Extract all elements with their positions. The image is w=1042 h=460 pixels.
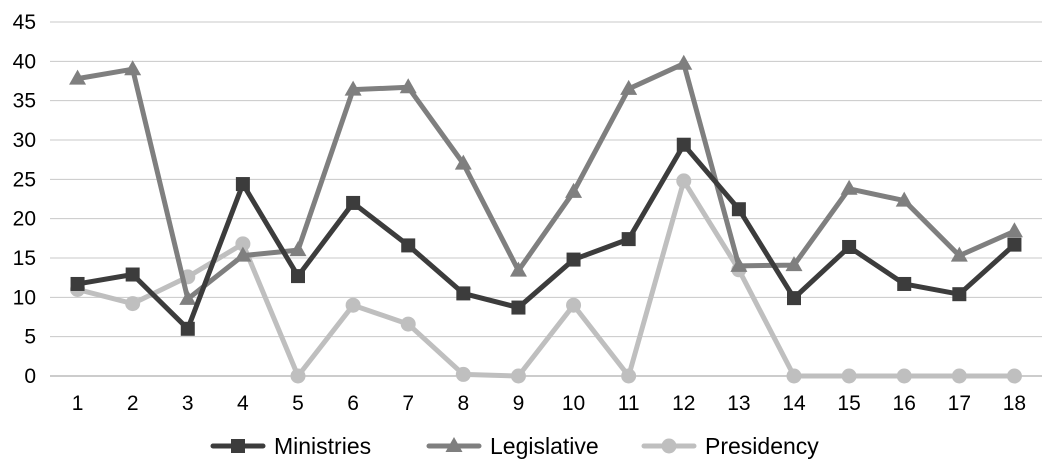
x-tick-label: 14 bbox=[782, 392, 806, 415]
data-point-triangle bbox=[730, 256, 748, 272]
x-tick-label: 6 bbox=[347, 392, 359, 415]
data-point-square bbox=[787, 291, 801, 306]
legend-label: Legislative bbox=[490, 433, 599, 459]
data-point-circle bbox=[896, 368, 912, 384]
data-point-circle bbox=[786, 368, 802, 384]
data-point-circle bbox=[951, 368, 967, 384]
y-tick-label: 35 bbox=[13, 90, 36, 113]
data-point-square bbox=[676, 137, 691, 152]
data-point-circle bbox=[676, 173, 692, 189]
y-tick-label: 15 bbox=[13, 247, 36, 270]
data-point-triangle bbox=[399, 78, 417, 94]
data-point-triangle bbox=[565, 182, 583, 198]
series-line-presidency bbox=[75, 178, 1017, 379]
data-point-circle bbox=[1006, 368, 1022, 384]
data-point-square bbox=[401, 238, 416, 253]
data-point-square bbox=[511, 300, 526, 315]
data-point-square bbox=[566, 252, 581, 267]
series-ministries bbox=[70, 137, 1022, 336]
data-point-square bbox=[897, 276, 912, 291]
legend: Ministries Legislative Presidency bbox=[210, 433, 819, 459]
data-point-square bbox=[70, 276, 85, 291]
series-lines bbox=[69, 54, 1023, 384]
legend-marker-square bbox=[231, 439, 245, 453]
x-tick-label: 16 bbox=[893, 392, 916, 415]
data-point-triangle bbox=[950, 246, 968, 262]
x-tick-label: 9 bbox=[513, 392, 525, 415]
data-point-circle bbox=[235, 236, 251, 252]
legend-item-presidency: Presidency bbox=[641, 433, 819, 459]
data-point-circle bbox=[400, 316, 416, 332]
x-tick-label: 5 bbox=[292, 392, 304, 415]
y-tick-label: 45 bbox=[13, 11, 36, 34]
x-tick-label: 15 bbox=[837, 392, 860, 415]
x-tick-label: 8 bbox=[457, 392, 469, 415]
data-point-triangle bbox=[785, 256, 803, 272]
x-tick-label: 7 bbox=[402, 392, 414, 415]
data-point-square bbox=[621, 232, 636, 247]
data-point-triangle bbox=[234, 246, 252, 262]
data-point-circle bbox=[345, 297, 361, 313]
data-point-triangle bbox=[840, 179, 858, 195]
data-point-circle bbox=[125, 296, 141, 312]
x-tick-label: 1 bbox=[72, 392, 84, 415]
data-point-triangle bbox=[509, 261, 527, 277]
data-point-circle bbox=[290, 368, 306, 384]
y-tick-label: 40 bbox=[13, 50, 36, 73]
data-point-square bbox=[125, 267, 140, 282]
data-point-square bbox=[180, 321, 195, 336]
data-point-triangle bbox=[454, 154, 472, 170]
legend-marker-triangle bbox=[445, 437, 463, 452]
series-legislative bbox=[69, 54, 1023, 305]
x-tick-label: 3 bbox=[182, 392, 194, 415]
x-tick-label: 2 bbox=[127, 392, 139, 415]
x-tick-label: 18 bbox=[1003, 392, 1026, 415]
data-point-triangle bbox=[124, 60, 142, 76]
x-tick-label: 11 bbox=[618, 392, 640, 415]
data-point-triangle bbox=[69, 69, 87, 85]
data-point-square bbox=[842, 239, 857, 254]
legend-label: Ministries bbox=[274, 433, 371, 459]
data-point-triangle bbox=[344, 80, 362, 96]
data-point-square bbox=[456, 286, 471, 301]
data-point-circle bbox=[510, 368, 526, 384]
y-tick-label: 5 bbox=[24, 326, 36, 349]
y-tick-label: 20 bbox=[13, 208, 36, 231]
x-tick-label: 17 bbox=[948, 392, 971, 415]
data-point-triangle bbox=[289, 241, 307, 257]
data-point-square bbox=[952, 287, 967, 302]
x-tick-label: 12 bbox=[672, 392, 695, 415]
legend-item-legislative: Legislative bbox=[426, 433, 599, 459]
legend-marker-circle bbox=[661, 438, 677, 454]
data-point-triangle bbox=[895, 191, 913, 207]
series-line-legislative bbox=[75, 61, 1017, 302]
y-tick-label: 10 bbox=[13, 286, 36, 309]
x-tick-label: 13 bbox=[727, 392, 750, 415]
data-point-circle bbox=[841, 368, 857, 384]
y-tick-label: 25 bbox=[13, 168, 36, 191]
data-point-triangle bbox=[620, 79, 638, 95]
data-point-circle bbox=[566, 297, 582, 313]
x-tick-label: 10 bbox=[562, 392, 585, 415]
data-point-square bbox=[235, 177, 250, 192]
data-point-triangle bbox=[179, 289, 197, 305]
x-tick-label: 4 bbox=[237, 392, 249, 415]
data-point-circle bbox=[621, 368, 637, 384]
legend-item-ministries: Ministries bbox=[210, 433, 371, 459]
series-line-ministries bbox=[75, 142, 1017, 332]
data-point-square bbox=[731, 202, 746, 217]
data-point-circle bbox=[455, 366, 471, 382]
data-point-square bbox=[1007, 237, 1022, 252]
y-tick-label: 0 bbox=[24, 365, 36, 388]
data-point-triangle bbox=[675, 54, 693, 70]
y-tick-label: 30 bbox=[13, 129, 36, 152]
data-point-triangle bbox=[1005, 222, 1023, 238]
data-point-square bbox=[291, 269, 305, 284]
legend-label: Presidency bbox=[705, 433, 819, 459]
data-point-square bbox=[346, 195, 361, 210]
